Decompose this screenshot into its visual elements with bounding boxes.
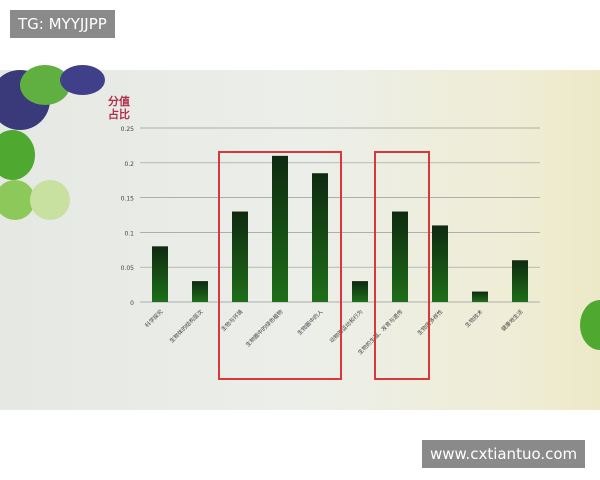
y-axis-label: 分值占比 — [108, 95, 130, 121]
y-tick-label: 0.15 — [121, 196, 135, 203]
watermark-top: TG: MYYJJPP — [10, 10, 115, 38]
bar — [192, 281, 208, 302]
bar — [472, 291, 488, 302]
clover-decoration — [580, 300, 600, 350]
clover-decoration — [0, 180, 35, 220]
bar — [432, 225, 448, 302]
y-tick-label: 0 — [130, 300, 134, 307]
bar — [352, 281, 368, 302]
bar — [152, 246, 168, 302]
bar — [312, 173, 328, 302]
slide-photo — [0, 65, 600, 410]
bar — [392, 211, 408, 302]
x-tick-label: 健康地生活 — [499, 307, 524, 332]
watermark-bottom: www.cxtiantuo.com — [422, 440, 586, 468]
y-tick-label: 0.2 — [124, 161, 134, 168]
bar — [512, 260, 528, 302]
highlight-box-2 — [374, 151, 430, 380]
y-tick-label: 0.1 — [124, 230, 134, 237]
clover-decoration — [60, 65, 105, 95]
bar — [232, 211, 248, 302]
bar — [272, 155, 288, 302]
clover-decoration — [30, 180, 70, 220]
y-tick-label: 0.05 — [121, 265, 135, 272]
highlight-box-1 — [218, 151, 342, 380]
clover-decoration — [0, 130, 35, 180]
y-tick-label: 0.25 — [121, 126, 135, 133]
x-tick-label: 生物体的结构层次 — [168, 307, 205, 344]
x-tick-label: 生物技术 — [463, 307, 485, 329]
x-tick-label: 科学探究 — [143, 307, 165, 329]
